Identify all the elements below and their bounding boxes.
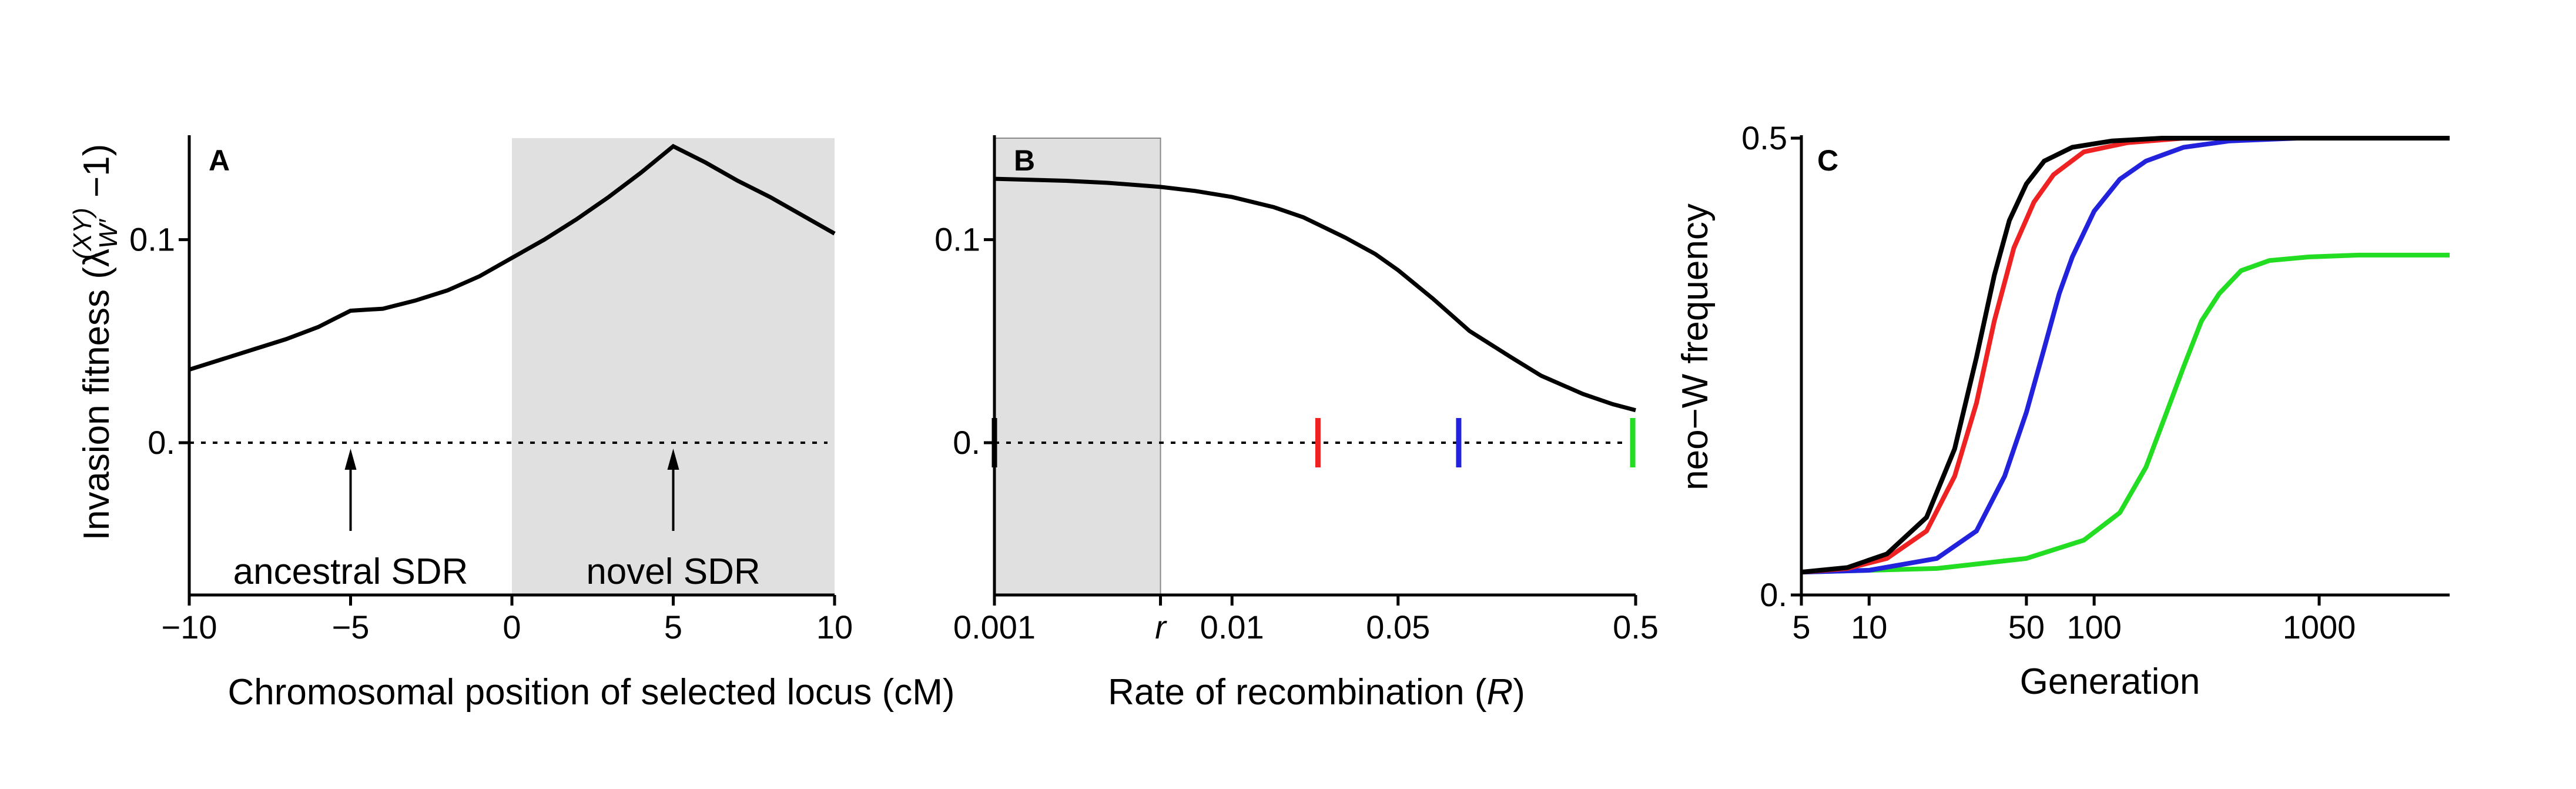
y-tick-label: 0.1 [129,221,175,258]
x-axis-label: Generation [2020,661,2200,702]
x-tick-label: 1000 [2283,609,2356,646]
x-axis-label: Chromosomal position of selected locus (… [227,672,954,713]
series-line [994,176,1636,413]
y-tick-label: 0.1 [934,221,980,258]
annotation-arrowhead [667,449,679,470]
x-tick-label: 5 [1792,609,1810,646]
shaded-region [994,138,1161,596]
x-tick-label: 0.01 [1200,609,1264,646]
panel-label: A [209,144,230,177]
panel-label: C [1817,144,1838,177]
panel-label: B [1014,144,1035,177]
y-axis-label: neo−W frequency [1675,203,1716,490]
x-tick-label: 100 [2066,609,2121,646]
x-tick-label: 10 [816,609,853,646]
series-line [188,143,836,372]
x-tick-label: 0.05 [1366,609,1430,646]
y-ticks: 0. 0.1 [934,221,994,461]
x-tick-label: 5 [664,609,682,646]
x-ticks: 5 10 50 100 1000 [1792,595,2356,646]
x-axis-label: Rate of recombination (R) [1108,672,1525,713]
y-tick-label: 0.5 [1741,119,1787,156]
y-axis-label: Invasion fitness (λW′(XY) −1) [68,144,123,541]
x-tick-label: 50 [2008,609,2045,646]
x-tick-label: −10 [162,609,217,646]
y-ticks: 0. 0.1 [129,221,189,461]
series-line-blue [1801,136,2450,575]
x-label-var: R [1487,672,1513,713]
annotation-label: ancestral SDR [233,551,468,592]
y-tick-label: 0. [1760,576,1787,613]
x-tick-label: 0 [503,609,521,646]
x-tick-label: 0.5 [1613,609,1659,646]
x-label-post: ) [1513,672,1525,713]
annotation-arrowhead [344,449,357,470]
y-label-sup: (XY) [68,208,97,259]
y-tick-label: 0. [953,424,980,461]
annotation-label: novel SDR [586,551,760,592]
y-label-sub: W′ [94,219,123,249]
y-label-pre: Invasion fitness (λ [76,249,117,540]
panel-c: 5 10 50 100 1000 0. 0.5 C Generation neo−W fr… [1675,119,2450,702]
panel-b: 0.001 r 0.01 0.05 0.5 0. 0.1 B Rate of recomb… [934,135,1659,713]
series-line-green [1801,252,2450,575]
series-line-black [1801,136,2450,575]
x-ticks: −10 −5 0 5 10 [162,595,853,646]
y-tick-label: 0. [148,424,175,461]
y-label-post: −1) [76,144,117,208]
x-tick-label: r [1155,609,1167,646]
x-tick-label: 10 [1851,609,1887,646]
x-label-pre: Rate of recombination ( [1108,672,1487,713]
annotations: ancestral SDR novel SDR [233,449,761,592]
x-tick-label: 0.001 [953,609,1036,646]
panel-a: −10 −5 0 5 10 0. 0.1 ancestral SDR novel SDR A… [68,135,955,713]
y-ticks: 0. 0.5 [1741,119,1801,613]
x-tick-label: −5 [332,609,370,646]
x-ticks: 0.001 r 0.01 0.05 0.5 [953,595,1659,646]
